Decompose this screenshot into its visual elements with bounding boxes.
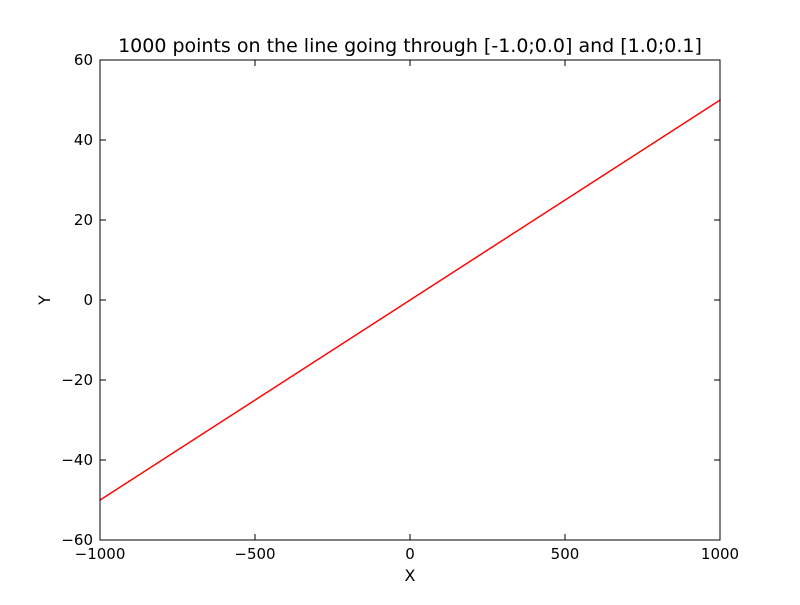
y-tick-label: 40 (74, 131, 93, 149)
y-tick-label: 0 (83, 291, 93, 309)
y-axis-label: Y (35, 295, 54, 306)
chart-title: 1000 points on the line going through [-… (118, 35, 702, 57)
x-tick-label: −1000 (75, 545, 126, 563)
x-tick-label: 500 (551, 545, 580, 563)
y-tick-label: −60 (61, 531, 93, 549)
axis-tick-labels: −1000 −500 0 500 1000 −60 −40 −20 0 20 40 60 (61, 51, 739, 563)
x-tick-label: 0 (405, 545, 415, 563)
x-tick-label: −500 (234, 545, 275, 563)
axis-ticks (99, 59, 721, 541)
x-axis-label: X (405, 566, 416, 585)
y-tick-label: −40 (61, 451, 93, 469)
y-tick-label: 20 (74, 211, 93, 229)
y-tick-label: −20 (61, 371, 93, 389)
data-points (99, 99, 721, 501)
x-tick-label: 1000 (701, 545, 739, 563)
y-tick-label: 60 (74, 51, 93, 69)
